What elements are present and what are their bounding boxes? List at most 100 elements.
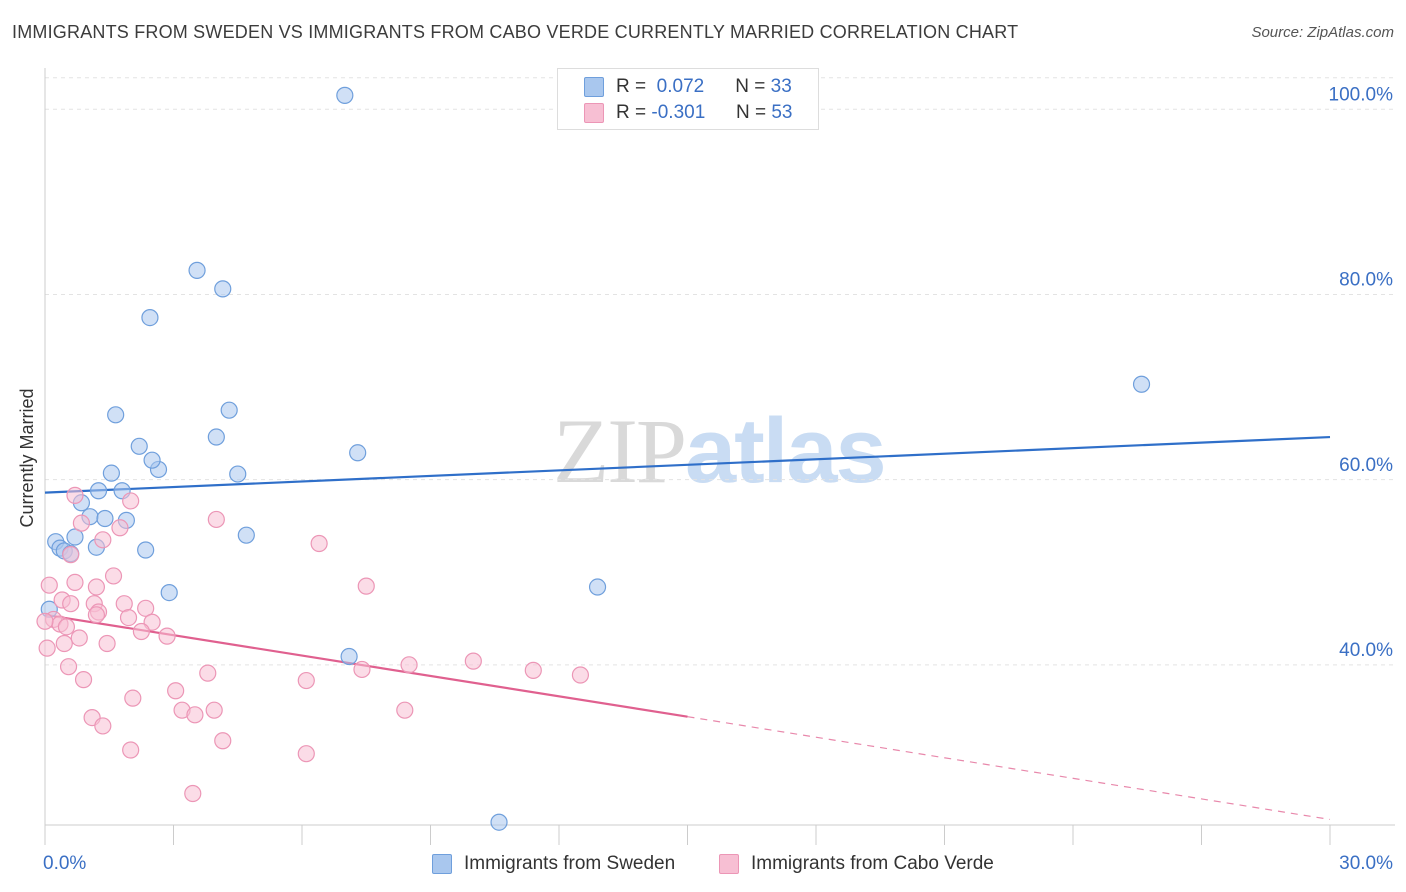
point-sweden — [340, 647, 358, 666]
y-tick-label: 80.0% — [1339, 270, 1393, 291]
point-cabo-verde — [74, 671, 93, 689]
point-cabo-verde — [72, 514, 91, 532]
point-sweden — [490, 813, 508, 831]
point-cabo-verde — [297, 745, 315, 763]
trend-line-sweden — [44, 435, 1331, 494]
point-cabo-verde — [122, 741, 140, 759]
point-cabo-verde — [464, 652, 482, 670]
grid-lines — [45, 77, 1395, 666]
x-tick-label: 0.0% — [43, 853, 86, 874]
point-cabo-verde — [199, 664, 217, 682]
point-sweden — [188, 261, 206, 279]
stats-swatch-sweden — [584, 77, 604, 97]
point-cabo-verde — [104, 567, 123, 585]
y-tick-label: 100.0% — [1329, 85, 1394, 106]
point-cabo-verde — [205, 701, 223, 719]
watermark-zip: ZIP — [553, 400, 687, 502]
trend-lines — [44, 435, 1331, 821]
stats-n-label: N = — [735, 102, 767, 123]
point-cabo-verde — [184, 784, 202, 803]
point-sweden — [220, 401, 238, 419]
point-cabo-verde — [57, 618, 76, 636]
point-cabo-verde — [122, 492, 140, 510]
point-sweden — [336, 86, 354, 104]
point-cabo-verde — [66, 486, 84, 504]
point-sweden — [160, 583, 178, 602]
point-sweden — [349, 444, 367, 462]
point-sweden — [96, 509, 114, 528]
point-cabo-verde — [214, 732, 232, 750]
stats-swatch-cabo-verde — [584, 103, 604, 123]
point-cabo-verde — [524, 661, 542, 679]
point-cabo-verde — [571, 666, 590, 684]
point-cabo-verde — [186, 706, 204, 724]
legend-label-cabo-verde: Immigrants from Cabo Verde — [751, 853, 994, 874]
point-cabo-verde — [98, 634, 116, 653]
point-cabo-verde — [297, 671, 315, 690]
point-cabo-verde — [400, 656, 418, 674]
legend-item-sweden[interactable]: Immigrants from Sweden — [432, 851, 675, 877]
point-cabo-verde — [137, 599, 155, 617]
stats-row-cabo-verde: R = -0.301 N = 53 — [584, 100, 792, 126]
point-cabo-verde — [66, 573, 84, 592]
point-cabo-verde — [87, 578, 106, 596]
data-points — [36, 86, 1151, 831]
point-sweden — [137, 541, 155, 559]
point-cabo-verde — [55, 634, 73, 653]
stats-n-label: N = — [735, 76, 766, 97]
point-cabo-verde — [38, 639, 56, 657]
y-tick-label: 60.0% — [1339, 455, 1393, 476]
legend-swatch-cabo-verde — [719, 854, 739, 874]
watermark-atlas: atlas — [685, 400, 887, 502]
point-sweden — [130, 437, 148, 455]
point-cabo-verde — [40, 576, 58, 594]
point-cabo-verde — [167, 682, 185, 700]
stats-n-value: 33 — [770, 76, 792, 97]
point-cabo-verde — [119, 608, 138, 627]
legend-swatch-sweden — [432, 854, 452, 874]
x-tick-label: 30.0% — [1339, 853, 1393, 874]
stats-r-label: R = — [616, 76, 647, 97]
point-cabo-verde — [36, 612, 54, 630]
stats-n-value: 53 — [771, 102, 793, 123]
point-cabo-verde — [62, 595, 80, 613]
stats-box: R = 0.072 N = 33 R = -0.301 N = 53 — [557, 68, 819, 130]
axis-labels: 100.0% 80.0% 60.0% 40.0% 0.0% 30.0% Currently … — [17, 85, 1393, 874]
point-cabo-verde — [94, 531, 112, 549]
point-sweden — [588, 578, 607, 596]
point-cabo-verde — [158, 627, 176, 645]
legend-item-cabo-verde[interactable]: Immigrants from Cabo Verde — [719, 851, 994, 877]
point-cabo-verde — [396, 701, 414, 719]
point-cabo-verde — [59, 658, 78, 676]
point-cabo-verde — [310, 534, 328, 553]
point-cabo-verde — [87, 606, 106, 624]
point-sweden — [207, 428, 225, 446]
stats-row-sweden: R = 0.072 N = 33 — [584, 74, 792, 100]
watermark: ZIPatlas — [553, 398, 887, 504]
trend-line-cabo-verde-extrapolated — [687, 716, 1331, 821]
chart-title: IMMIGRANTS FROM SWEDEN VS IMMIGRANTS FRO… — [12, 22, 1019, 42]
point-cabo-verde — [357, 577, 375, 595]
point-cabo-verde — [94, 717, 112, 735]
source-label: Source: ZipAtlas.com — [1251, 24, 1394, 41]
point-sweden — [143, 451, 161, 469]
point-cabo-verde — [70, 629, 88, 647]
point-sweden — [89, 482, 108, 500]
y-tick-label: 40.0% — [1339, 640, 1393, 661]
point-sweden — [1132, 375, 1151, 393]
y-axis-label: Currently Married — [17, 388, 37, 527]
axes — [44, 68, 1395, 845]
stats-r-label: R = — [616, 102, 647, 123]
point-cabo-verde — [353, 660, 371, 679]
point-sweden — [229, 465, 247, 483]
point-sweden — [237, 526, 255, 544]
point-sweden — [214, 280, 232, 298]
point-cabo-verde — [207, 510, 225, 529]
stats-r-value: 0.072 — [656, 76, 705, 97]
stats-r-value: -0.301 — [651, 102, 706, 123]
point-cabo-verde — [111, 519, 129, 537]
point-cabo-verde — [62, 546, 80, 564]
point-sweden — [141, 308, 159, 327]
legend-label-sweden: Immigrants from Sweden — [464, 853, 676, 874]
